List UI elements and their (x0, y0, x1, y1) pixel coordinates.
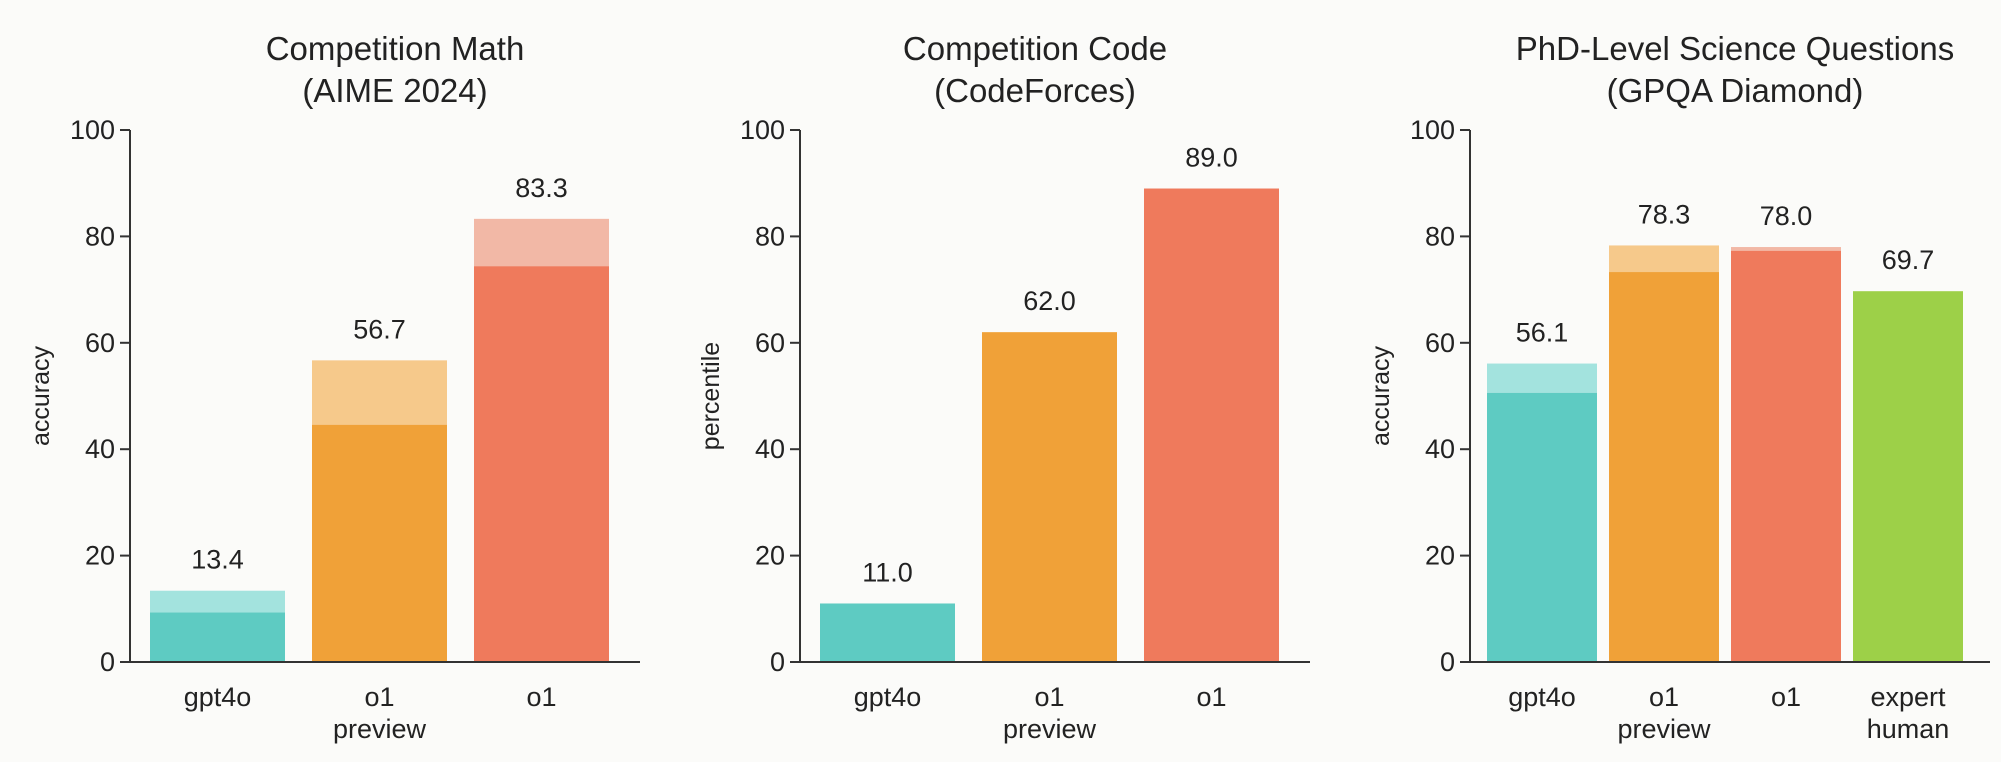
y-tick-label: 20 (755, 541, 785, 571)
y-tick-label: 80 (85, 221, 115, 251)
data-label: 13.4 (191, 545, 244, 575)
bar (474, 266, 609, 662)
y-axis-label: accuracy (27, 345, 55, 446)
bar (1609, 272, 1719, 662)
category-label: expert (1870, 682, 1946, 712)
bar (820, 603, 955, 662)
category-label: gpt4o (1508, 682, 1576, 712)
category-label: preview (1003, 714, 1097, 744)
bar-extension (474, 218, 609, 267)
y-tick-label: 0 (770, 647, 785, 677)
category-label: o1 (1649, 682, 1679, 712)
data-label: 56.7 (353, 314, 406, 344)
data-label: 78.3 (1638, 199, 1691, 229)
bar-extension (312, 360, 447, 425)
bar (1487, 392, 1597, 662)
bar (1144, 188, 1279, 662)
y-tick-label: 80 (1425, 221, 1455, 251)
y-tick-label: 0 (1440, 647, 1455, 677)
data-label: 11.0 (862, 557, 913, 587)
category-label: o1 (1034, 682, 1064, 712)
data-label: 56.1 (1516, 318, 1569, 348)
y-tick-label: 60 (85, 328, 115, 358)
bar (150, 612, 285, 662)
data-label: 83.3 (515, 173, 568, 203)
chart-panel-3: PhD-Level Science Questions (GPQA Diamond… (1367, 30, 1990, 744)
y-axis-label: accuracy (1367, 345, 1395, 446)
chart-panel-2: Competition Code (CodeForces) percentile 0 2… (697, 30, 1310, 744)
y-tick-label: 100 (1410, 115, 1455, 145)
y-tick-label: 60 (755, 328, 785, 358)
category-label: preview (1617, 714, 1711, 744)
bar (982, 332, 1117, 662)
data-label: 69.7 (1882, 245, 1935, 275)
category-label: gpt4o (854, 682, 922, 712)
chart-panel-1: Competition Math (AIME 2024) accuracy 0 20 40… (27, 30, 640, 744)
y-tick-label: 100 (740, 115, 785, 145)
category-label: o1 (1771, 682, 1801, 712)
category-label: preview (333, 714, 427, 744)
category-label: o1 (1196, 682, 1226, 712)
bar (1853, 291, 1963, 662)
data-label: 78.0 (1760, 201, 1813, 231)
chart-title: Competition Math (266, 30, 525, 67)
category-label: o1 (526, 682, 556, 712)
bar (312, 424, 447, 662)
category-label: o1 (364, 682, 394, 712)
chart-title: (AIME 2024) (302, 72, 487, 109)
y-tick-label: 20 (85, 541, 115, 571)
chart-title: (GPQA Diamond) (1607, 72, 1864, 109)
y-tick-label: 100 (70, 115, 115, 145)
data-label: 89.0 (1185, 143, 1238, 173)
bar-extension (1609, 245, 1719, 273)
y-tick-label: 0 (100, 647, 115, 677)
chart-title: Competition Code (903, 30, 1167, 67)
bar-extension (1487, 363, 1597, 393)
bar-extension (1731, 247, 1841, 251)
category-label: gpt4o (184, 682, 252, 712)
chart-title: (CodeForces) (934, 72, 1136, 109)
y-tick-label: 20 (1425, 541, 1455, 571)
y-axis-label: percentile (697, 342, 725, 450)
y-tick-label: 80 (755, 221, 785, 251)
bar-extension (150, 590, 285, 613)
y-tick-label: 60 (1425, 328, 1455, 358)
chart-title: PhD-Level Science Questions (1516, 30, 1954, 67)
y-tick-label: 40 (85, 434, 115, 464)
bar (1731, 250, 1841, 662)
y-tick-label: 40 (755, 434, 785, 464)
category-label: human (1867, 714, 1950, 744)
data-label: 62.0 (1023, 286, 1076, 316)
y-tick-label: 40 (1425, 434, 1455, 464)
